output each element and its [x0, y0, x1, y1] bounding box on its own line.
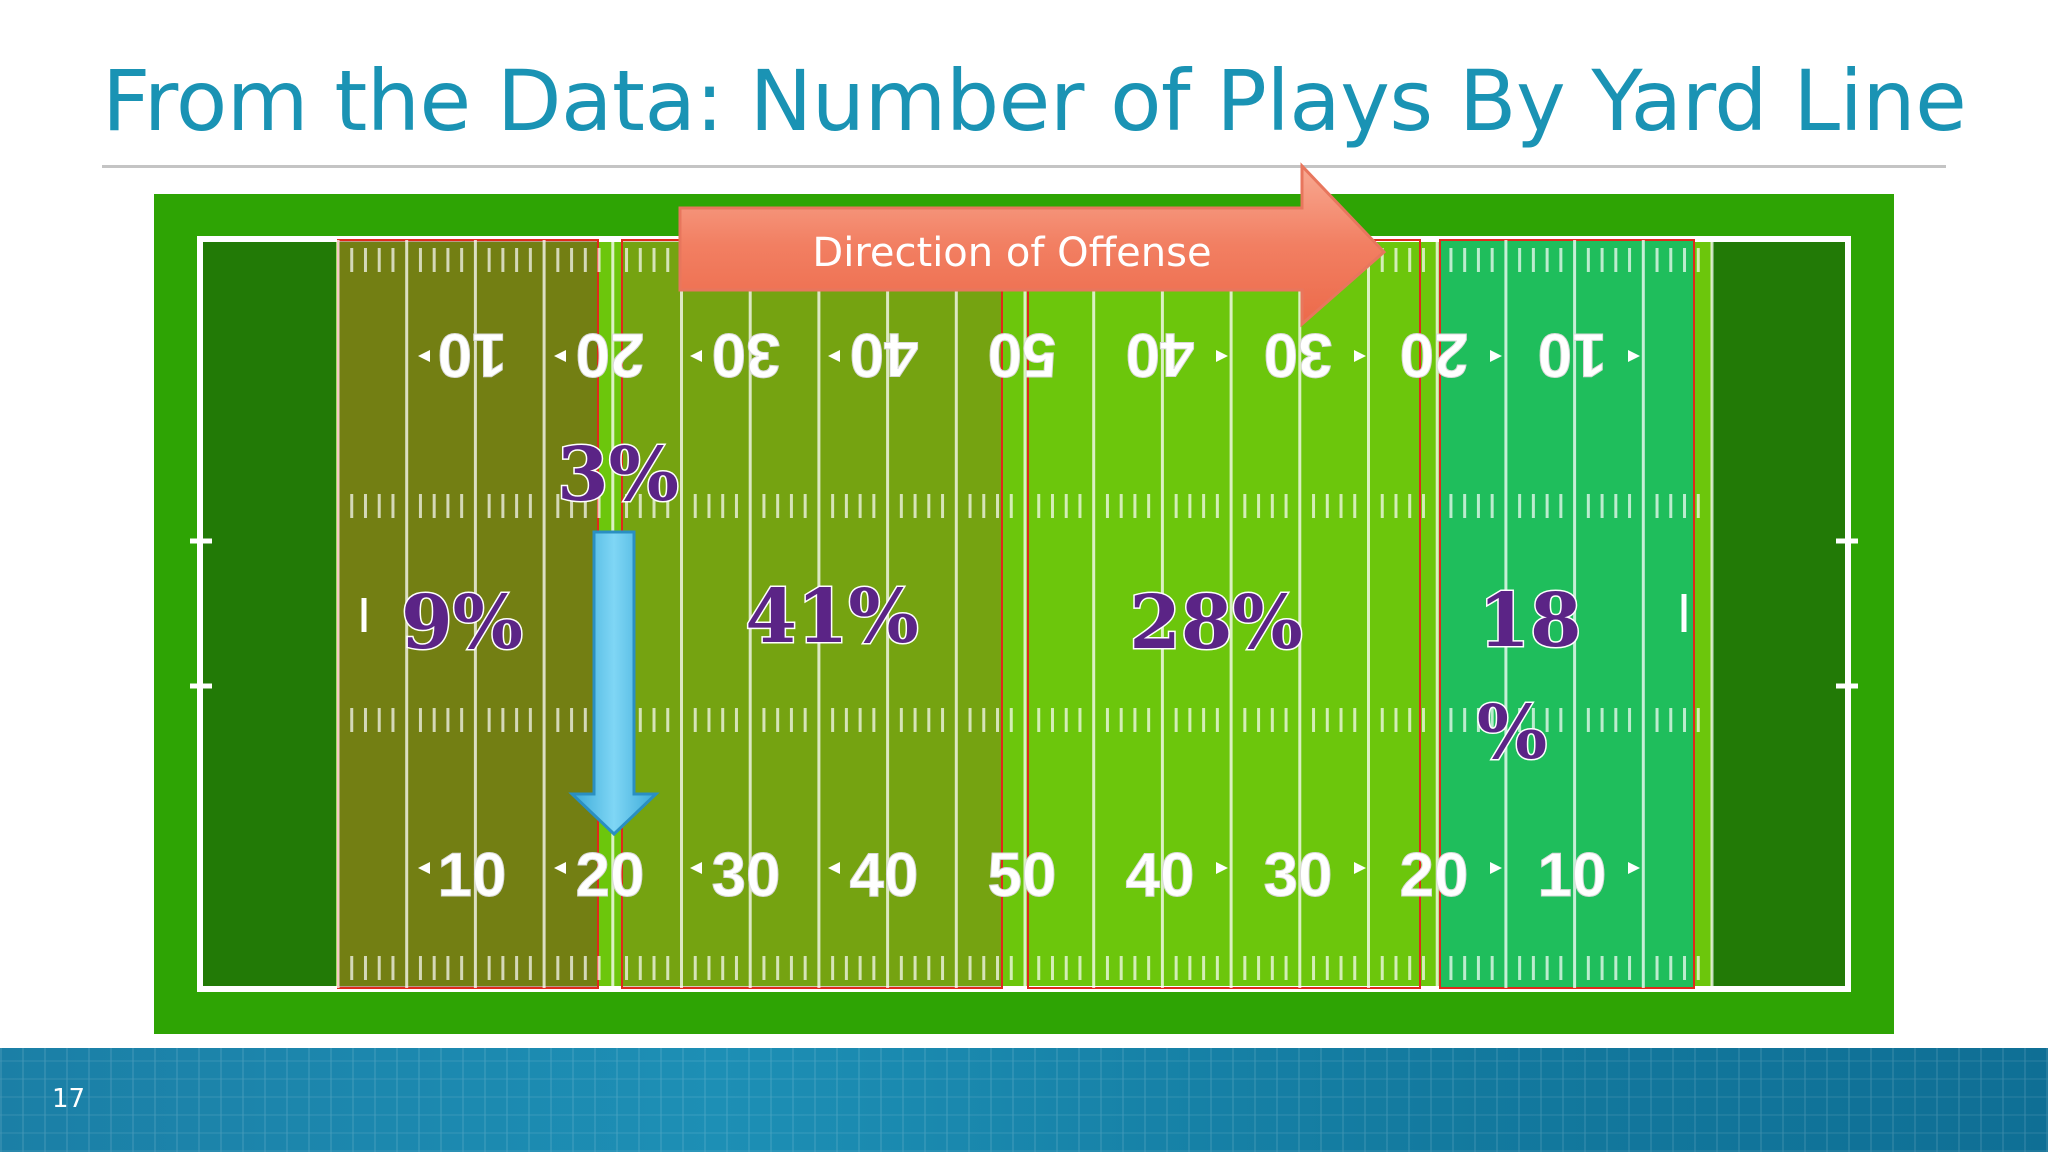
- yard-numbers-bottom: 10 20 30 40 50 40 30 20 10: [437, 841, 1607, 911]
- yard-number-bottom: 20: [576, 841, 645, 910]
- yard-number-bottom: 40: [850, 841, 919, 910]
- zone-percent-18-sign: %: [1477, 690, 1547, 776]
- zone-percent-28: 28%: [1129, 580, 1302, 666]
- zone-red-zone: [1439, 239, 1695, 989]
- down-arrow: [568, 530, 660, 837]
- slide-title: From the Data: Number of Plays By Yard L…: [102, 52, 1967, 150]
- yard-lines: [336, 240, 1714, 988]
- footer-pattern: [0, 1048, 2048, 1152]
- zone-percent-9: 9%: [401, 580, 523, 666]
- yard-number-top: 30: [1264, 320, 1333, 389]
- yard-number-bottom: 10: [438, 841, 507, 910]
- zone-20-to-50: [621, 239, 1003, 989]
- right-endzone: [1712, 240, 1846, 988]
- left-endzone: [202, 240, 336, 988]
- yard-number-bottom: 10: [1538, 841, 1607, 910]
- zone-percent-3: 3%: [557, 432, 679, 518]
- yard-number-top: 30: [712, 320, 781, 389]
- hash-marks: [350, 248, 1700, 980]
- yard-number-bottom: 30: [1264, 841, 1333, 910]
- yard-number-top: 10: [438, 320, 507, 389]
- yard-number-top: 20: [576, 320, 645, 389]
- yard-number-top: 40: [1126, 320, 1195, 389]
- direction-of-offense-label: Direction of Offense: [812, 230, 1211, 276]
- yard-numbers-top: 10 20 30 40 50 40 30 20 10: [437, 320, 1607, 390]
- yard-number-bottom: 30: [712, 841, 781, 910]
- zone-percentages: 9% 3% 41% 28% 18 %: [400, 431, 1583, 778]
- yard-number-bottom: 50: [988, 841, 1057, 910]
- page-number: 17: [52, 1084, 86, 1114]
- footer-band: [0, 1048, 2048, 1152]
- football-field-diagram: 10 20 30 40 50 40 30 20 10 10 20 30 40 5…: [154, 162, 1894, 1034]
- yard-arrows-top: [418, 350, 1640, 362]
- direction-of-offense-arrow: Direction of Offense: [678, 162, 1387, 328]
- zone-percent-18-number: 18: [1479, 578, 1582, 664]
- yard-number-top: 40: [850, 320, 919, 389]
- title-divider: [102, 165, 1946, 168]
- side-ticks: [190, 538, 1858, 689]
- zone-percent-41: 41%: [745, 574, 918, 660]
- yard-number-top: 50: [988, 320, 1057, 389]
- yard-arrows-bottom: [418, 862, 1640, 874]
- yard-number-bottom: 40: [1126, 841, 1195, 910]
- yard-number-top: 20: [1400, 320, 1469, 389]
- yard-number-top: 10: [1538, 320, 1607, 389]
- yard-number-bottom: 20: [1400, 841, 1469, 910]
